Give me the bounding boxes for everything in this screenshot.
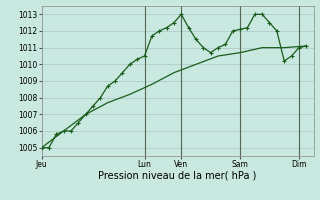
X-axis label: Pression niveau de la mer( hPa ): Pression niveau de la mer( hPa ) xyxy=(99,171,257,181)
